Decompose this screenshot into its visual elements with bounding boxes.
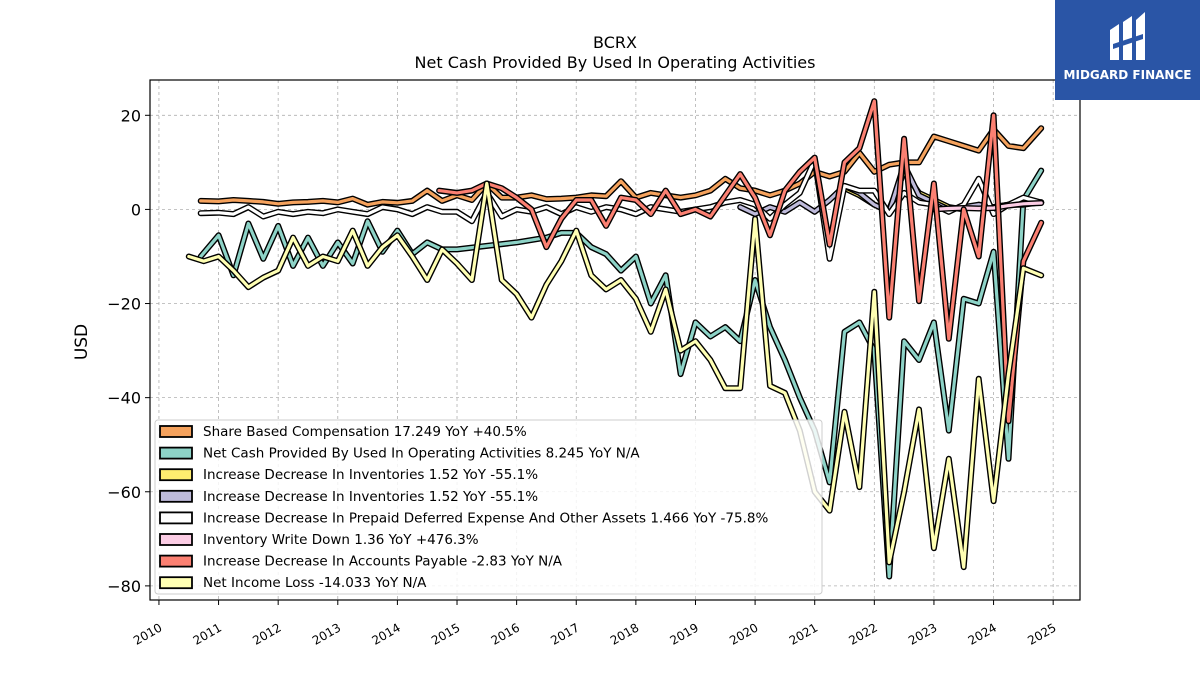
- series-6: [436, 98, 1045, 425]
- legend-label: Increase Decrease In Prepaid Deferred Ex…: [203, 510, 768, 526]
- legend-swatch: [159, 489, 193, 503]
- series-lines: [185, 98, 1045, 580]
- legend-label: Increase Decrease In Inventories 1.52 Yo…: [203, 467, 538, 483]
- y-tick-label: 0: [131, 200, 141, 219]
- y-tick-label: −40: [107, 389, 141, 408]
- x-tick-label: 2025: [1025, 620, 1058, 647]
- x-tick-label: 2019: [668, 620, 701, 647]
- legend-item: Inventory Write Down 1.36 YoY +476.3%: [159, 532, 479, 548]
- legend-swatch: [159, 533, 193, 546]
- x-tick-label: 2011: [191, 620, 224, 647]
- midgard-logo-icon: [1110, 12, 1145, 60]
- x-tick-label: 2020: [727, 620, 760, 647]
- series-1: [197, 167, 1045, 580]
- y-tick-label: −60: [107, 483, 141, 502]
- x-tick-label: 2021: [787, 620, 820, 647]
- legend-item: Net Cash Provided By Used In Operating A…: [159, 446, 640, 462]
- x-tick-label: 2024: [966, 620, 999, 647]
- x-tick-label: 2016: [489, 620, 522, 647]
- legend-label: Increase Decrease In Inventories 1.52 Yo…: [203, 489, 538, 505]
- legend-label: Net Income Loss -14.033 YoY N/A: [203, 575, 427, 591]
- brand-name: MIDGARD FINANCE: [1063, 68, 1192, 82]
- legend-item: Increase Decrease In Accounts Payable -2…: [159, 554, 563, 570]
- legend-label: Inventory Write Down 1.36 YoY +476.3%: [203, 532, 479, 548]
- y-axis-label: USD: [72, 324, 92, 360]
- legend-swatch: [159, 446, 193, 460]
- series-line: [199, 169, 1043, 579]
- y-tick-label: −80: [107, 577, 141, 596]
- x-tick-label: 2018: [608, 620, 641, 647]
- legend-item: Increase Decrease In Inventories 1.52 Yo…: [159, 489, 538, 505]
- legend-label: Share Based Compensation 17.249 YoY +40.…: [203, 424, 527, 440]
- x-tick-label: 2015: [429, 620, 462, 647]
- legend-item: Increase Decrease In Inventories 1.52 Yo…: [159, 467, 538, 483]
- chart-subtitle: Net Cash Provided By Used In Operating A…: [415, 53, 816, 72]
- legend-swatch: [159, 511, 193, 525]
- legend-swatch: [159, 576, 193, 590]
- legend-label: Increase Decrease In Accounts Payable -2…: [203, 554, 563, 570]
- x-tick-label: 2022: [846, 620, 879, 647]
- legend: Share Based Compensation 17.249 YoY +40.…: [154, 419, 823, 595]
- x-tick-label: 2013: [310, 620, 343, 647]
- legend-swatch: [159, 554, 193, 568]
- x-tick-label: 2012: [250, 620, 283, 647]
- legend-swatch: [159, 425, 193, 438]
- legend-item: Net Income Loss -14.033 YoY N/A: [159, 575, 427, 591]
- x-tick-label: 2017: [548, 620, 581, 647]
- brand-logo: MIDGARD FINANCE: [1055, 0, 1200, 100]
- y-tick-label: −20: [107, 295, 141, 314]
- x-tick-label: 2010: [131, 620, 164, 647]
- x-tick-label: 2014: [369, 620, 402, 647]
- series-line: [187, 181, 1043, 569]
- plot-frame: [149, 79, 1081, 601]
- y-tick-label: 20: [121, 106, 141, 125]
- legend-item: Share Based Compensation 17.249 YoY +40.…: [159, 424, 527, 440]
- legend-swatch: [159, 468, 193, 482]
- x-tick-label: 2023: [906, 620, 939, 647]
- legend-label: Net Cash Provided By Used In Operating A…: [203, 446, 640, 462]
- legend-box: [154, 419, 823, 595]
- chart-title: BCRX: [593, 33, 637, 52]
- series-7: [185, 180, 1045, 571]
- legend-item: Increase Decrease In Prepaid Deferred Ex…: [159, 510, 768, 526]
- series-line: [437, 99, 1043, 423]
